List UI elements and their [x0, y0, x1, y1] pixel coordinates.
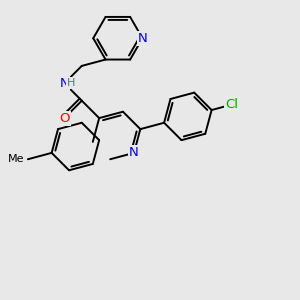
Text: N: N	[59, 77, 69, 90]
Text: H: H	[67, 78, 75, 88]
Text: O: O	[59, 112, 70, 124]
Text: Cl: Cl	[225, 98, 238, 111]
Text: Me: Me	[8, 154, 24, 164]
Text: N: N	[129, 146, 139, 159]
Text: N: N	[138, 32, 147, 45]
